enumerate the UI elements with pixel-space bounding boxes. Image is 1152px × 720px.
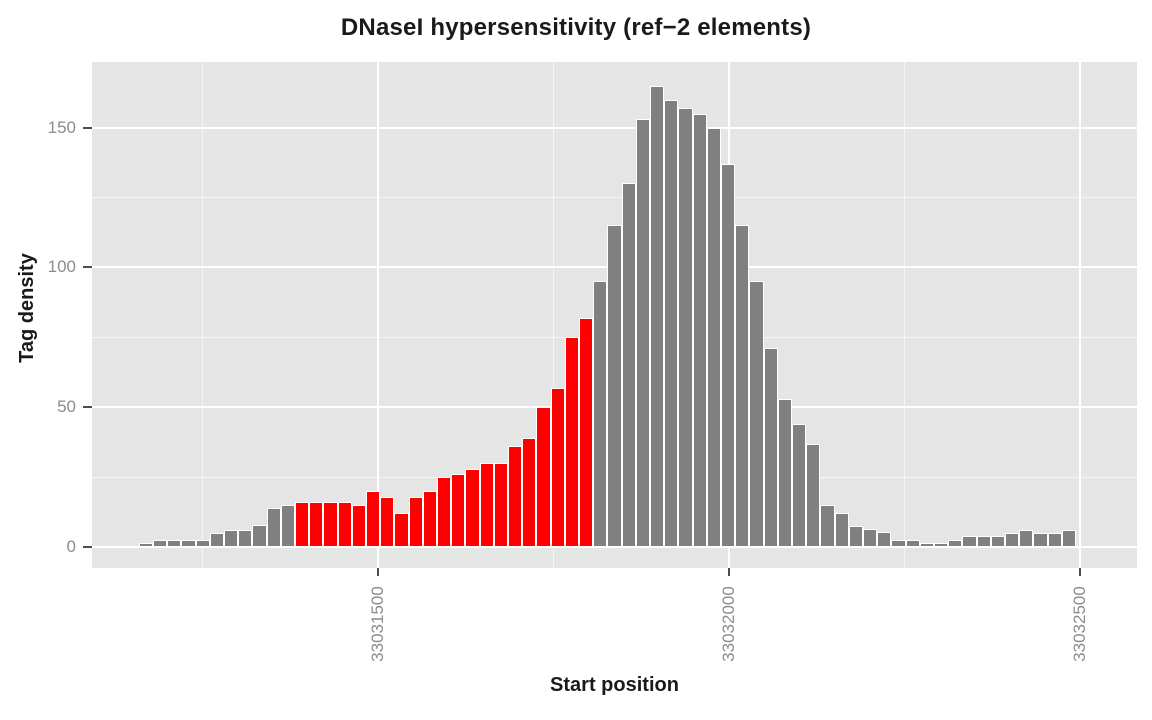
major-gridline-horizontal <box>92 126 1137 129</box>
y-tick-mark <box>83 546 92 548</box>
y-tick-mark <box>83 266 92 269</box>
highlight-bar <box>579 317 594 547</box>
bar <box>252 524 267 547</box>
bar <box>678 107 693 547</box>
highlight-bar <box>493 463 508 547</box>
y-axis-title: Tag density <box>16 253 38 363</box>
major-gridline-horizontal <box>92 546 1137 548</box>
minor-gridline-vertical <box>552 62 554 568</box>
minor-gridline-vertical <box>904 62 906 568</box>
highlight-bar <box>550 387 565 547</box>
bar <box>593 281 608 547</box>
bar <box>238 530 253 547</box>
highlight-bar <box>564 337 579 547</box>
bar <box>948 540 963 547</box>
plot-panel <box>92 62 1137 568</box>
bar <box>195 540 210 547</box>
bar <box>721 163 736 547</box>
bar <box>181 540 196 547</box>
bar <box>224 530 239 547</box>
x-tick-mark <box>1079 568 1082 576</box>
highlight-bar <box>323 502 338 547</box>
x-tick-label: 33032500 <box>1070 586 1090 662</box>
highlight-bar <box>295 502 310 547</box>
bar <box>167 540 182 547</box>
minor-gridline-vertical <box>201 62 203 568</box>
bar <box>209 533 224 547</box>
bar <box>834 513 849 547</box>
bar <box>138 542 153 547</box>
x-axis-title: Start position <box>550 674 679 696</box>
bar <box>990 535 1005 547</box>
bar <box>650 85 665 547</box>
bar <box>1005 533 1020 547</box>
highlight-bar <box>366 491 381 547</box>
bar <box>635 119 650 547</box>
bar <box>1061 530 1076 547</box>
chart-title: DNaseI hypersensitivity (ref−2 elements) <box>340 14 812 41</box>
highlight-bar <box>351 505 366 547</box>
highlight-bar <box>522 437 537 547</box>
major-gridline-vertical <box>376 62 379 568</box>
bar <box>706 127 721 547</box>
bar <box>1047 533 1062 547</box>
bar <box>848 526 863 547</box>
bar <box>806 443 821 547</box>
y-tick-label: 150 <box>47 117 76 137</box>
highlight-bar <box>465 468 480 547</box>
bar <box>891 540 906 547</box>
x-tick-label: 33031500 <box>367 586 387 662</box>
highlight-bar <box>422 491 437 547</box>
highlight-bar <box>337 502 352 547</box>
bar <box>905 540 920 547</box>
major-gridline-vertical <box>1079 62 1082 568</box>
x-tick-mark <box>728 568 730 576</box>
bar <box>863 528 878 547</box>
bar <box>621 183 636 547</box>
highlight-bar <box>536 407 551 547</box>
bar <box>266 507 281 547</box>
bar <box>153 540 168 547</box>
x-tick-mark <box>376 568 379 576</box>
bar <box>607 225 622 547</box>
bar <box>735 225 750 547</box>
highlight-bar <box>437 477 452 547</box>
bar <box>763 348 778 547</box>
highlight-bar <box>508 446 523 547</box>
bar <box>976 535 991 547</box>
y-tick-label: 0 <box>66 537 76 556</box>
highlight-bar <box>380 496 395 547</box>
highlight-bar <box>451 474 466 547</box>
bar <box>934 542 949 547</box>
bar <box>962 535 977 547</box>
minor-gridline-horizontal <box>92 196 1137 198</box>
x-tick-label: 33032000 <box>719 586 738 662</box>
bar <box>280 505 295 547</box>
bar <box>1019 530 1034 547</box>
bar <box>919 542 934 547</box>
highlight-bar <box>479 463 494 547</box>
highlight-bar <box>408 496 423 547</box>
bar <box>664 99 679 547</box>
highlight-bar <box>394 513 409 547</box>
y-tick-mark <box>83 406 92 409</box>
bar <box>692 113 707 547</box>
bar <box>820 505 835 547</box>
y-tick-label: 100 <box>47 257 76 277</box>
highlight-bar <box>309 502 324 547</box>
bar <box>749 281 764 547</box>
bar <box>777 398 792 547</box>
bar <box>877 531 892 547</box>
bar <box>1033 533 1048 547</box>
bar <box>792 423 807 547</box>
y-tick-mark <box>83 126 92 129</box>
y-tick-label: 50 <box>57 397 76 417</box>
